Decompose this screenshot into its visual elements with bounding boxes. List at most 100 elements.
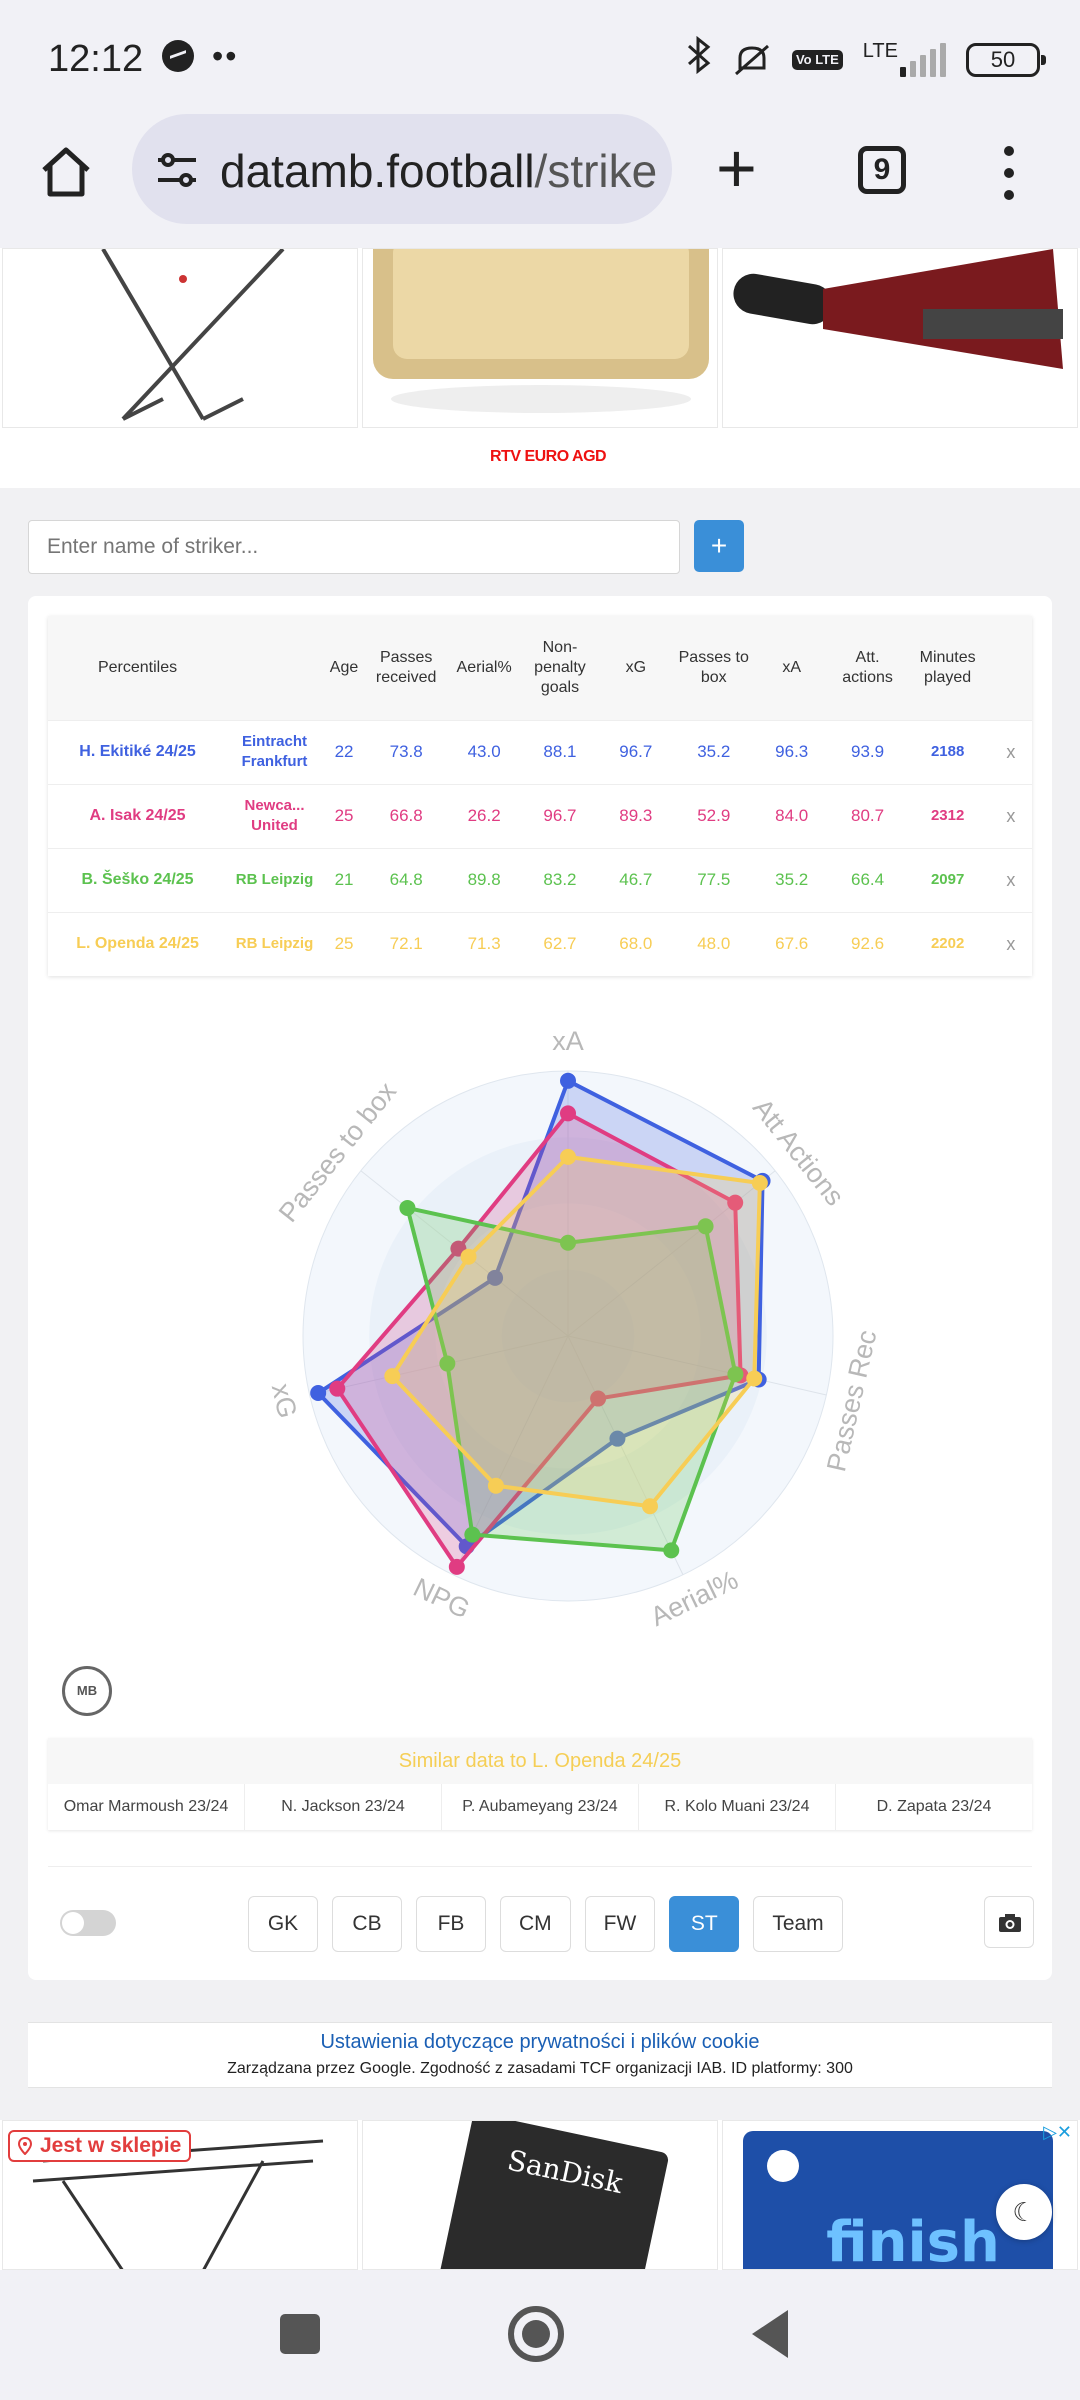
ad-product-tray[interactable] xyxy=(362,248,718,428)
new-tab-icon[interactable]: + xyxy=(716,129,757,207)
ad-banner-top[interactable]: RTV EURO AGD xyxy=(0,248,1080,488)
col-header-percentiles: Percentiles xyxy=(48,616,228,720)
url-path: /strike xyxy=(534,145,658,197)
remove-player-button[interactable]: x xyxy=(989,847,1032,912)
status-time: 12:12 xyxy=(48,38,144,80)
position-button-team[interactable]: Team xyxy=(753,1896,843,1952)
cell-att-actions: 80.7 xyxy=(829,783,906,848)
cookie-consent-banner[interactable]: Ustawienia dotyczące prywatności i plikó… xyxy=(28,2022,1052,2088)
cell-xa: 84.0 xyxy=(753,783,830,848)
cookie-subtitle: Zarządzana przez Google. Zgodność z zasa… xyxy=(227,2060,853,2077)
cell-xa: 96.3 xyxy=(753,719,830,784)
overflow-menu-icon[interactable] xyxy=(1004,146,1016,200)
radar-point xyxy=(384,1368,401,1385)
remove-player-button[interactable]: x xyxy=(989,719,1032,784)
mode-toggle[interactable] xyxy=(60,1910,116,1936)
cell-npg: 62.7 xyxy=(522,911,598,976)
position-button-cm[interactable]: CM xyxy=(500,1896,571,1952)
radar-point xyxy=(609,1430,626,1447)
moon-icon: ☾ xyxy=(1012,2197,1036,2227)
similar-player-item[interactable]: Omar Marmoush 23/24 xyxy=(63,1798,229,1815)
recent-apps-button[interactable] xyxy=(280,2314,320,2354)
radar-point xyxy=(464,1526,481,1543)
radar-spoke xyxy=(567,1335,684,1575)
cell-passes-box: 77.5 xyxy=(673,847,754,912)
table-row: L. Openda 24/25 RB Leipzig 25 72.1 71.3 62.7 6… xyxy=(48,911,1032,976)
cell-age: 25 xyxy=(321,911,367,976)
adchoices-icon[interactable]: ▷✕ xyxy=(1043,2122,1072,2142)
cell-xg: 46.7 xyxy=(597,847,674,912)
system-nav-bar xyxy=(0,2270,1080,2400)
similar-players-title: Similar data to L. Openda 24/25 xyxy=(48,1738,1032,1784)
table-row: H. Ekitiké 24/25 Eintracht Frankfurt 22 73.… xyxy=(48,719,1032,784)
home-icon[interactable] xyxy=(36,142,96,202)
striker-search-input[interactable] xyxy=(28,520,680,574)
radar-point xyxy=(751,1175,768,1192)
radar-point xyxy=(746,1370,763,1387)
position-button-fw[interactable]: FW xyxy=(584,1896,656,1952)
address-bar[interactable]: datamb.football/strike xyxy=(132,114,672,224)
home-button[interactable] xyxy=(508,2306,564,2362)
position-button-fb[interactable]: FB xyxy=(416,1896,486,1952)
position-button-st[interactable]: ST xyxy=(669,1896,740,1952)
radar-point xyxy=(697,1218,714,1235)
dark-mode-button[interactable]: ☾ xyxy=(996,2184,1052,2240)
url-host: datamb.football xyxy=(220,145,535,197)
cell-player: A. Isak 24/25 xyxy=(48,783,228,848)
cell-team: Newca... United xyxy=(227,783,322,848)
camera-icon xyxy=(999,1914,1021,1932)
divider xyxy=(48,1866,1032,1867)
cell-team: RB Leipzig xyxy=(227,911,322,976)
cell-age: 21 xyxy=(321,847,367,912)
back-button[interactable] xyxy=(752,2310,788,2358)
radar-point xyxy=(663,1542,680,1559)
percentiles-table: Percentiles Age Passes received Aerial% … xyxy=(48,616,1032,976)
cell-passes-received: 72.1 xyxy=(366,911,447,976)
add-player-button[interactable]: + xyxy=(694,520,744,572)
cell-att-actions: 92.6 xyxy=(829,911,906,976)
cell-xg: 96.7 xyxy=(597,719,674,784)
radar-point xyxy=(460,1248,477,1265)
col-header-xg: xG xyxy=(597,616,674,720)
browser-toolbar: datamb.football/strike + 9 xyxy=(0,112,1080,248)
ad-product-sd-card[interactable]: SanDisk xyxy=(362,2120,718,2270)
cell-npg: 88.1 xyxy=(522,719,598,784)
ad-banner-bottom[interactable]: SanDisk finish Jest w sklepie ▷✕ xyxy=(0,2120,1080,2270)
cell-xa: 67.6 xyxy=(753,911,830,976)
cell-xg: 89.3 xyxy=(597,783,674,848)
ad-product-drying-rack[interactable] xyxy=(2,248,358,428)
position-button-gk[interactable]: GK xyxy=(248,1896,318,1952)
cell-team: RB Leipzig xyxy=(227,847,322,912)
col-header-minutes: Minutes played xyxy=(905,616,990,720)
cell-player: B. Šeško 24/25 xyxy=(48,847,228,912)
radar-point xyxy=(310,1385,327,1402)
radar-point xyxy=(560,1234,576,1251)
position-button-cb[interactable]: CB xyxy=(332,1896,402,1952)
radar-point xyxy=(487,1269,504,1286)
location-pin-icon xyxy=(18,2137,32,2155)
vibrate-mute-icon xyxy=(732,42,772,78)
cell-passes-received: 64.8 xyxy=(366,847,447,912)
ad-product-vacuum[interactable] xyxy=(722,248,1078,428)
radar-series-1 xyxy=(335,1111,743,1569)
site-settings-icon[interactable] xyxy=(156,150,198,190)
similar-player-item[interactable]: R. Kolo Muani 23/24 xyxy=(638,1784,835,1830)
similar-player-item[interactable]: P. Aubameyang 23/24 xyxy=(441,1784,638,1830)
col-header-passes-received: Passes received xyxy=(366,616,447,720)
cookie-title[interactable]: Ustawienia dotyczące prywatności i plikó… xyxy=(320,2031,760,2053)
similar-player-item[interactable]: N. Jackson 23/24 xyxy=(244,1784,441,1830)
more-notifications-icon: •• xyxy=(212,38,239,74)
table-row: A. Isak 24/25 Newca... United 25 66.8 26.2 96… xyxy=(48,783,1032,848)
screenshot-button[interactable] xyxy=(984,1896,1034,1948)
cell-passes-received: 66.8 xyxy=(366,783,447,848)
remove-player-button[interactable]: x xyxy=(989,783,1032,848)
cell-passes-box: 48.0 xyxy=(673,911,754,976)
status-bar: 12:12 •• Vo LTE LTE 50 xyxy=(0,0,1080,112)
tab-switcher-button[interactable]: 9 xyxy=(858,146,906,194)
in-store-badge: Jest w sklepie xyxy=(8,2130,192,2162)
similar-player-item[interactable]: D. Zapata 23/24 xyxy=(835,1784,1032,1830)
remove-player-button[interactable]: x xyxy=(989,911,1032,976)
cell-aerial: 71.3 xyxy=(446,911,523,976)
cell-xa: 35.2 xyxy=(753,847,830,912)
battery-level: 50 xyxy=(990,46,1016,72)
